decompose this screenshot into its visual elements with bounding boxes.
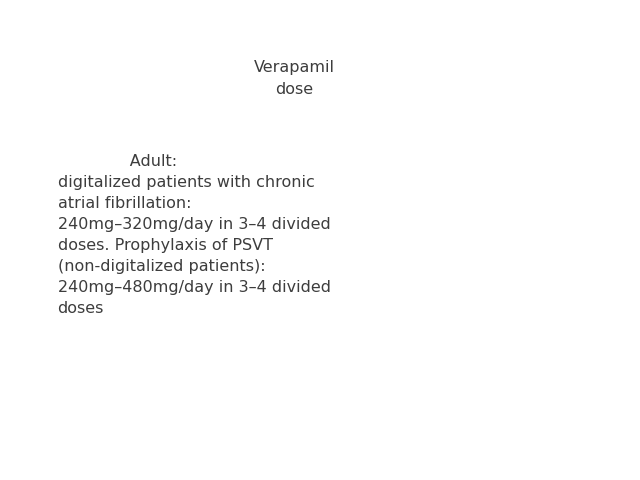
Text: Adult:
digitalized patients with chronic
atrial fibrillation:
240mg–320mg/day in: Adult: digitalized patients with chronic… <box>58 154 331 316</box>
Text: Verapamil
dose: Verapamil dose <box>254 60 335 97</box>
